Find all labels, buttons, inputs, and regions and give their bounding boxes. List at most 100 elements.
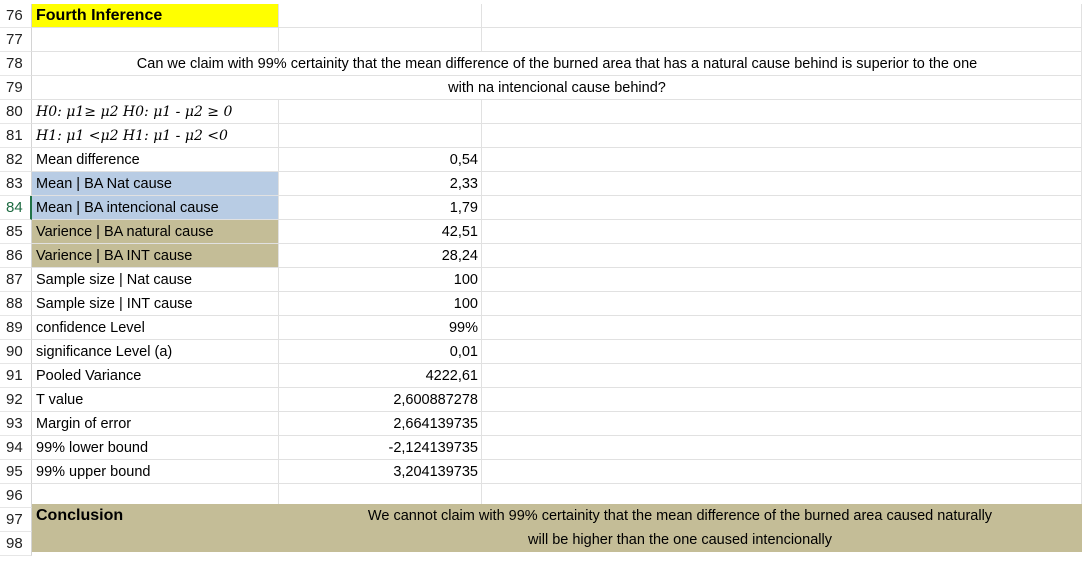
cell[interactable] (482, 316, 1082, 340)
cell[interactable] (482, 436, 1082, 460)
spreadsheet-grid: 76 Fourth Inference 77 78 Can we claim w… (0, 4, 1082, 556)
cell[interactable] (279, 52, 482, 76)
cell[interactable] (482, 388, 1082, 412)
stat-label-cell[interactable]: 99% lower bound (32, 436, 279, 460)
cell[interactable] (279, 4, 482, 28)
conclusion-merged-cell[interactable] (32, 504, 1082, 552)
cell[interactable] (279, 124, 482, 148)
row-header[interactable]: 76 (0, 4, 32, 28)
row-header[interactable]: 93 (0, 412, 32, 436)
stat-label-cell[interactable]: T value (32, 388, 279, 412)
row-header[interactable]: 78 (0, 52, 32, 76)
row-85: 85 Varience | BA natural cause 42,51 (0, 220, 1082, 244)
row-header[interactable]: 96 (0, 484, 32, 508)
cell[interactable] (482, 124, 1082, 148)
stat-label-cell[interactable]: Mean difference (32, 148, 279, 172)
row-header[interactable]: 85 (0, 220, 32, 244)
cell[interactable] (279, 100, 482, 124)
row-92: 92 T value 2,600887278 (0, 388, 1082, 412)
stat-value-cell[interactable]: 0,01 (279, 340, 482, 364)
stat-value-cell[interactable]: 2,600887278 (279, 388, 482, 412)
cell[interactable] (482, 244, 1082, 268)
stat-label-cell[interactable]: Pooled Variance (32, 364, 279, 388)
stat-value-cell[interactable]: 2,664139735 (279, 412, 482, 436)
row-header[interactable]: 87 (0, 268, 32, 292)
cell[interactable] (279, 28, 482, 52)
stat-label-cell[interactable]: Mean | BA Nat cause (32, 172, 279, 196)
cell[interactable] (482, 460, 1082, 484)
row-header[interactable]: 79 (0, 76, 32, 100)
cell[interactable] (482, 100, 1082, 124)
cell[interactable] (482, 292, 1082, 316)
row-94: 94 99% lower bound -2,124139735 (0, 436, 1082, 460)
stat-value-cell[interactable]: 1,79 (279, 196, 482, 220)
row-header[interactable]: 80 (0, 100, 32, 124)
cell[interactable] (482, 220, 1082, 244)
cell[interactable] (482, 4, 1082, 28)
row-87: 87 Sample size | Nat cause 100 (0, 268, 1082, 292)
stat-label-cell[interactable]: Mean | BA intencional cause (32, 196, 279, 220)
row-header[interactable]: 94 (0, 436, 32, 460)
stat-value-cell[interactable]: 2,33 (279, 172, 482, 196)
row-93: 93 Margin of error 2,664139735 (0, 412, 1082, 436)
cell[interactable] (32, 76, 279, 100)
stat-value-cell[interactable]: -2,124139735 (279, 436, 482, 460)
stat-label-cell[interactable]: significance Level (a) (32, 340, 279, 364)
cell[interactable] (32, 28, 279, 52)
row-header[interactable]: 86 (0, 244, 32, 268)
stat-value-cell[interactable]: 100 (279, 268, 482, 292)
question-line-1: Can we claim with 99% certainity that th… (136, 56, 978, 72)
row-84: 84 Mean | BA intencional cause 1,79 (0, 196, 1082, 220)
cell[interactable] (482, 268, 1082, 292)
alternative-hypothesis-cell[interactable]: H1: μ1 <μ2 H1: μ1 - μ2 <0 (32, 124, 279, 148)
conclusion-label: Conclusion (36, 507, 124, 524)
stat-label-cell[interactable]: 99% upper bound (32, 460, 279, 484)
stat-label-cell[interactable]: Sample size | INT cause (32, 292, 279, 316)
stat-value-cell[interactable]: 3,204139735 (279, 460, 482, 484)
row-header[interactable]: 92 (0, 388, 32, 412)
row-header[interactable]: 81 (0, 124, 32, 148)
stat-value-cell[interactable]: 42,51 (279, 220, 482, 244)
cell[interactable] (482, 412, 1082, 436)
row-header[interactable]: 77 (0, 28, 32, 52)
stat-value-cell[interactable]: 100 (279, 292, 482, 316)
row-header-selected[interactable]: 84 (0, 196, 32, 220)
stat-value-cell[interactable]: 0,54 (279, 148, 482, 172)
row-98: 98 (0, 532, 1082, 556)
cell[interactable] (482, 364, 1082, 388)
stat-label-cell[interactable]: Varience | BA natural cause (32, 220, 279, 244)
row-86: 86 Varience | BA INT cause 28,24 (0, 244, 1082, 268)
cell[interactable] (482, 172, 1082, 196)
stat-value-cell[interactable]: 99% (279, 316, 482, 340)
row-81: 81 H1: μ1 <μ2 H1: μ1 - μ2 <0 (0, 124, 1082, 148)
row-90: 90 significance Level (a) 0,01 (0, 340, 1082, 364)
cell[interactable] (482, 340, 1082, 364)
stat-label-cell[interactable]: confidence Level (32, 316, 279, 340)
null-hypothesis-cell[interactable]: H0: μ1≥ μ2 H0: μ1 - μ2 ≥ 0 (32, 100, 279, 124)
stat-value-cell[interactable]: 28,24 (279, 244, 482, 268)
row-header[interactable]: 95 (0, 460, 32, 484)
cell[interactable] (482, 196, 1082, 220)
cell[interactable] (482, 148, 1082, 172)
cell[interactable] (279, 76, 482, 100)
row-header[interactable]: 90 (0, 340, 32, 364)
row-78: 78 Can we claim with 99% certainity that… (0, 52, 1082, 76)
row-header[interactable]: 89 (0, 316, 32, 340)
row-header[interactable]: 82 (0, 148, 32, 172)
row-91: 91 Pooled Variance 4222,61 (0, 364, 1082, 388)
row-header[interactable]: 97 (0, 508, 32, 532)
stat-label-cell[interactable]: Margin of error (32, 412, 279, 436)
cell[interactable] (32, 52, 279, 76)
stat-value-cell[interactable]: 4222,61 (279, 364, 482, 388)
row-80: 80 H0: μ1≥ μ2 H0: μ1 - μ2 ≥ 0 (0, 100, 1082, 124)
question-line-2: with na intencional cause behind? (448, 80, 666, 96)
row-89: 89 confidence Level 99% (0, 316, 1082, 340)
row-header[interactable]: 88 (0, 292, 32, 316)
row-header[interactable]: 83 (0, 172, 32, 196)
row-header[interactable]: 98 (0, 532, 32, 556)
row-header[interactable]: 91 (0, 364, 32, 388)
title-cell[interactable]: Fourth Inference (32, 4, 279, 28)
stat-label-cell[interactable]: Varience | BA INT cause (32, 244, 279, 268)
stat-label-cell[interactable]: Sample size | Nat cause (32, 268, 279, 292)
cell[interactable] (482, 28, 1082, 52)
